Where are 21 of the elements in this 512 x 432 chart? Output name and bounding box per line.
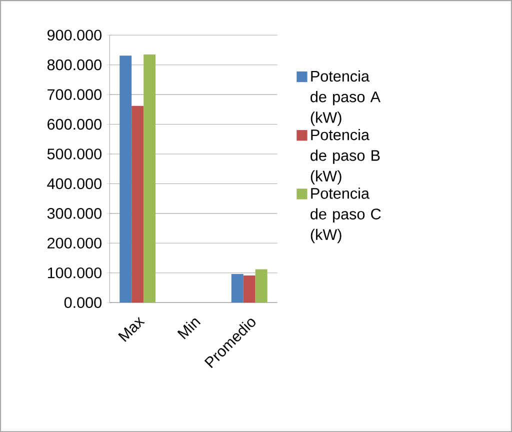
y-tick-label: 400.000 bbox=[47, 178, 102, 190]
bar bbox=[144, 54, 156, 302]
y-tick-label: 500.000 bbox=[47, 148, 102, 160]
y-tick-label: 600.000 bbox=[48, 118, 102, 130]
legend-label: Potencia de paso C (kW) bbox=[310, 188, 381, 244]
bar bbox=[231, 274, 244, 302]
bar bbox=[243, 275, 256, 302]
x-tick-label: Min bbox=[177, 318, 201, 340]
y-tick-label: 0.000 bbox=[64, 297, 102, 308]
y-tick-label: 300.000 bbox=[47, 208, 102, 219]
bar bbox=[132, 106, 144, 302]
y-tick-label: 100.000 bbox=[48, 267, 102, 278]
bar bbox=[120, 56, 132, 302]
legend-label: Potencia de paso A (kW) bbox=[310, 70, 380, 126]
bar bbox=[255, 269, 268, 302]
y-tick-label: 700.000 bbox=[48, 89, 102, 100]
y-tick-label: 200.000 bbox=[48, 238, 102, 248]
legend-label: Potencia de paso B (kW) bbox=[310, 128, 380, 184]
y-tick-label: 900.000 bbox=[48, 30, 102, 40]
x-tick-label: Max bbox=[118, 316, 145, 342]
y-tick-label: 800.000 bbox=[47, 59, 102, 70]
